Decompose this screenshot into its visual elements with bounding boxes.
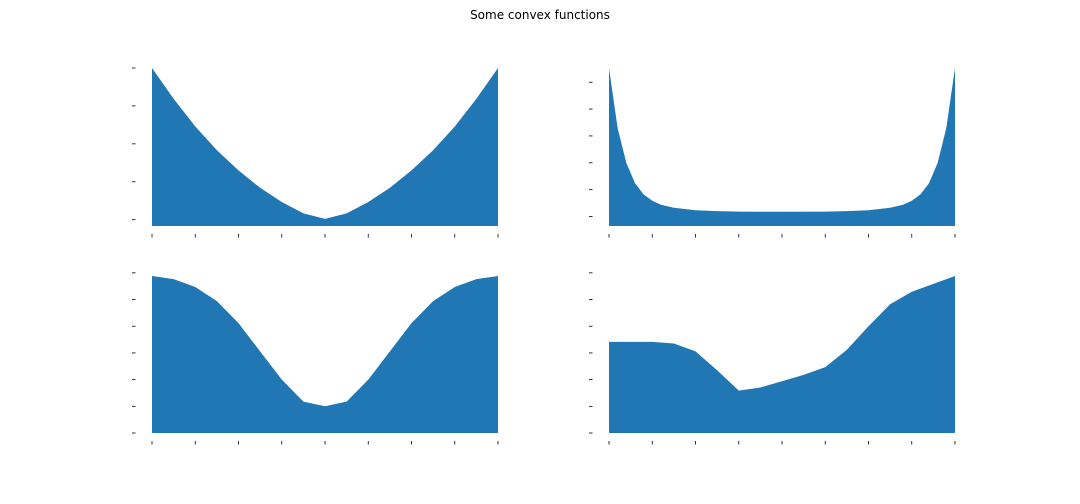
panel-3: [132, 272, 499, 445]
panel-2: [589, 68, 956, 238]
figure-title: Some convex functions: [470, 8, 610, 22]
panel-1: [132, 67, 499, 238]
panel-4: [589, 272, 956, 445]
area-series-3-1: [152, 276, 498, 433]
area-series-1-1: [152, 68, 498, 226]
area-series-4-1: [609, 276, 955, 433]
area-series-2-1: [609, 68, 955, 226]
